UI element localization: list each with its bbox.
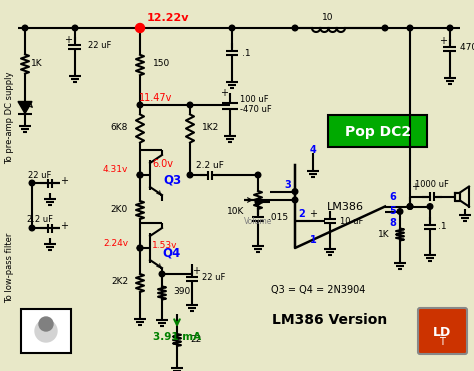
Text: LM386 Version: LM386 Version [273, 313, 388, 327]
Text: +: + [439, 36, 447, 46]
Circle shape [292, 189, 298, 194]
Text: To pre-amp DC supply: To pre-amp DC supply [6, 72, 15, 164]
Text: 390: 390 [173, 288, 190, 296]
Circle shape [407, 204, 413, 209]
Text: 5: 5 [390, 206, 396, 216]
Text: 22 uF: 22 uF [28, 171, 52, 180]
Circle shape [407, 204, 413, 209]
Text: LM386: LM386 [327, 201, 364, 211]
Circle shape [22, 25, 28, 31]
Text: 10 uF: 10 uF [340, 217, 364, 226]
Circle shape [137, 25, 143, 31]
Polygon shape [18, 102, 32, 114]
Circle shape [136, 23, 145, 33]
Circle shape [447, 25, 453, 31]
Text: ⬛: ⬛ [40, 322, 52, 341]
Text: +: + [60, 221, 68, 231]
Text: 6.0v: 6.0v [152, 159, 173, 169]
Text: 22 uF: 22 uF [88, 42, 111, 50]
Circle shape [382, 25, 388, 31]
Text: 8: 8 [390, 217, 396, 227]
Text: 2.2 uF: 2.2 uF [27, 216, 53, 224]
Text: 1K: 1K [378, 230, 390, 239]
Text: .015: .015 [268, 213, 288, 223]
Circle shape [137, 245, 143, 251]
Text: .1: .1 [438, 222, 447, 231]
Circle shape [187, 172, 193, 178]
Text: To low-pass filter: To low-pass filter [6, 233, 15, 303]
Text: Q3: Q3 [163, 174, 181, 187]
Text: +: + [309, 210, 317, 219]
Text: 10K: 10K [227, 207, 244, 217]
Circle shape [39, 317, 53, 331]
Text: 22 uF: 22 uF [202, 273, 225, 282]
Text: +: + [220, 88, 228, 98]
Circle shape [29, 180, 35, 186]
Text: 10: 10 [322, 13, 334, 23]
Text: .1: .1 [242, 49, 251, 58]
Circle shape [72, 25, 78, 31]
Circle shape [292, 25, 298, 31]
Circle shape [255, 172, 261, 178]
Text: +: + [411, 181, 419, 191]
Circle shape [159, 271, 165, 277]
Text: T: T [439, 337, 445, 347]
Text: Q3 = Q4 = 2N3904: Q3 = Q4 = 2N3904 [271, 285, 365, 295]
Circle shape [407, 25, 413, 31]
Text: 1: 1 [310, 235, 316, 245]
Text: 100 uF: 100 uF [240, 95, 269, 105]
Circle shape [29, 225, 35, 231]
Text: Volume: Volume [244, 217, 272, 227]
Text: 4: 4 [310, 145, 316, 155]
Text: 470 uF: 470 uF [460, 43, 474, 53]
Circle shape [397, 209, 403, 214]
Text: 12.22v: 12.22v [147, 13, 189, 23]
Text: +: + [60, 176, 68, 186]
Text: 1K: 1K [31, 59, 43, 69]
Text: Pop DC2: Pop DC2 [345, 125, 411, 139]
Circle shape [137, 245, 143, 251]
Text: 1K2: 1K2 [202, 122, 219, 131]
Circle shape [137, 172, 143, 178]
Circle shape [137, 172, 143, 178]
Circle shape [35, 320, 57, 342]
Text: 1000 uF: 1000 uF [415, 180, 449, 189]
Text: LD: LD [433, 325, 451, 338]
Text: Q4: Q4 [163, 246, 181, 259]
Text: 1.53v: 1.53v [152, 240, 177, 250]
FancyBboxPatch shape [418, 308, 467, 354]
Text: 6: 6 [390, 193, 396, 203]
Text: +: + [64, 35, 72, 45]
FancyBboxPatch shape [328, 115, 427, 147]
Text: 2K2: 2K2 [111, 278, 128, 286]
Text: 3.91 mA: 3.91 mA [153, 332, 201, 342]
Circle shape [292, 197, 298, 203]
Text: +: + [192, 266, 200, 276]
Circle shape [229, 25, 235, 31]
Text: 6K8: 6K8 [110, 122, 128, 131]
FancyBboxPatch shape [21, 309, 71, 353]
Circle shape [427, 204, 433, 209]
Text: 150: 150 [153, 59, 170, 69]
Text: 2: 2 [299, 210, 305, 219]
Circle shape [137, 102, 143, 108]
Text: 11.47v: 11.47v [139, 93, 173, 103]
Circle shape [187, 102, 193, 108]
Text: 2K0: 2K0 [111, 206, 128, 214]
Text: 4.31v: 4.31v [103, 165, 128, 174]
Text: 3: 3 [284, 180, 292, 190]
Text: 22: 22 [190, 335, 201, 345]
Text: -470 uF: -470 uF [240, 105, 272, 115]
Text: 2.2 uF: 2.2 uF [196, 161, 224, 170]
Text: 2.24v: 2.24v [103, 240, 128, 249]
Circle shape [255, 199, 261, 205]
